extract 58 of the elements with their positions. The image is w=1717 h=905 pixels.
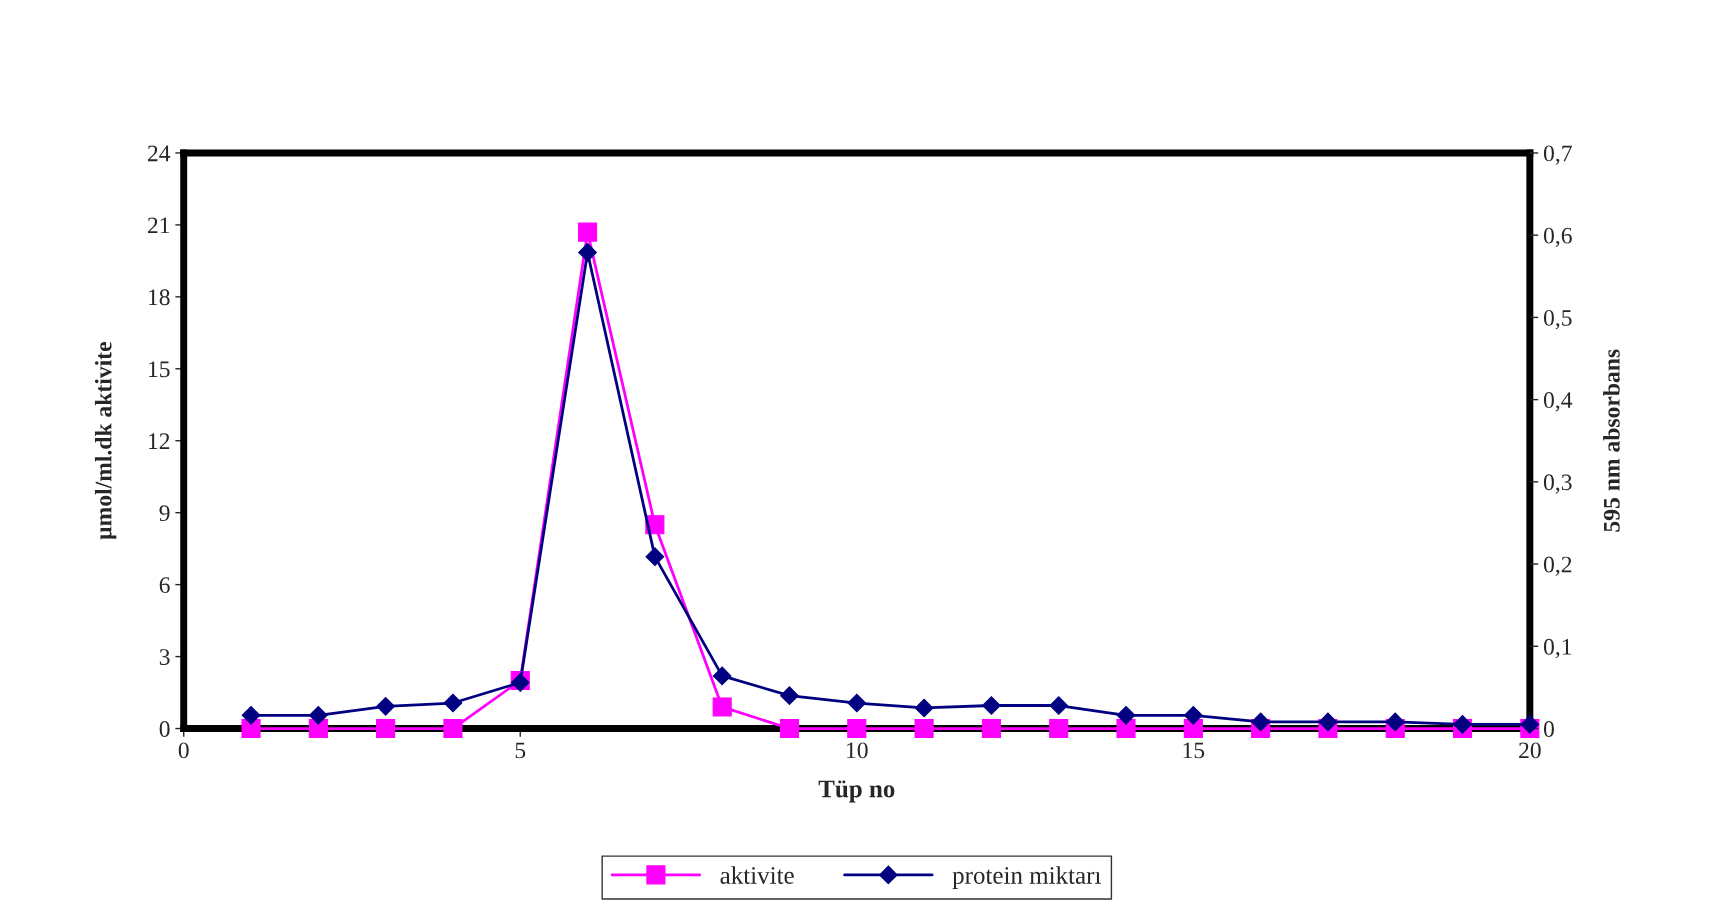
y-tick-label: 24 <box>147 145 171 162</box>
legend-label: protein miktarı <box>952 866 1101 889</box>
point <box>1183 718 1203 739</box>
point <box>914 718 934 739</box>
y-tick-label: 12 <box>148 433 170 449</box>
y2-tick-label: 0 <box>1543 721 1554 737</box>
x-tick-label: 15 <box>1183 742 1205 759</box>
y-tick-label: 18 <box>148 289 170 306</box>
point <box>1049 696 1069 715</box>
point <box>376 696 395 716</box>
point <box>914 698 934 718</box>
y-tick-label: 15 <box>148 361 170 378</box>
x-tick-label: 10 <box>847 742 868 759</box>
y2-tick-label: 0,1 <box>1543 638 1572 659</box>
point <box>241 706 261 725</box>
point <box>443 718 463 739</box>
x-tick-label: 0 <box>178 742 189 759</box>
point <box>1453 715 1472 734</box>
point <box>779 718 800 739</box>
point <box>982 696 1001 715</box>
y-tick-label: 3 <box>159 649 170 665</box>
y2-tick-label: 0,6 <box>1543 227 1572 247</box>
y-tick-label: 9 <box>159 505 170 522</box>
point <box>712 666 732 686</box>
point <box>981 718 1001 739</box>
point <box>712 697 732 717</box>
y-tick-label: 0 <box>159 721 170 737</box>
point <box>1116 718 1136 739</box>
y2-axis-title: 595 nm absorbans <box>1603 349 1620 532</box>
x-tick-label: 20 <box>1519 742 1541 759</box>
point <box>1183 706 1203 725</box>
y2-tick-label: 0,3 <box>1543 474 1572 494</box>
y2-tick-label: 0,5 <box>1543 309 1572 330</box>
point <box>578 222 598 242</box>
y-axis-title: µmol/ml.dk aktivite <box>94 342 117 540</box>
point <box>645 547 665 567</box>
y2-tick-label: 0,4 <box>1543 392 1573 412</box>
y2-tick-label: 0,7 <box>1543 145 1572 165</box>
point <box>780 686 799 705</box>
x-axis-title: Tüp no <box>818 780 895 803</box>
point <box>1318 712 1338 732</box>
point <box>1116 706 1136 725</box>
point <box>308 706 328 725</box>
point <box>1385 712 1405 732</box>
legend-label: aktivite <box>720 866 794 884</box>
point <box>1251 712 1270 732</box>
point <box>376 718 396 739</box>
y-tick-label: 21 <box>147 217 170 234</box>
point <box>1520 715 1540 734</box>
point <box>241 718 261 739</box>
point <box>1049 718 1069 739</box>
y-tick-label: 6 <box>159 577 170 594</box>
point <box>847 718 867 739</box>
x-tick-label: 5 <box>515 742 526 759</box>
y2-tick-label: 0,2 <box>1543 556 1572 576</box>
point <box>847 693 867 713</box>
point <box>578 243 597 262</box>
point <box>443 693 463 713</box>
